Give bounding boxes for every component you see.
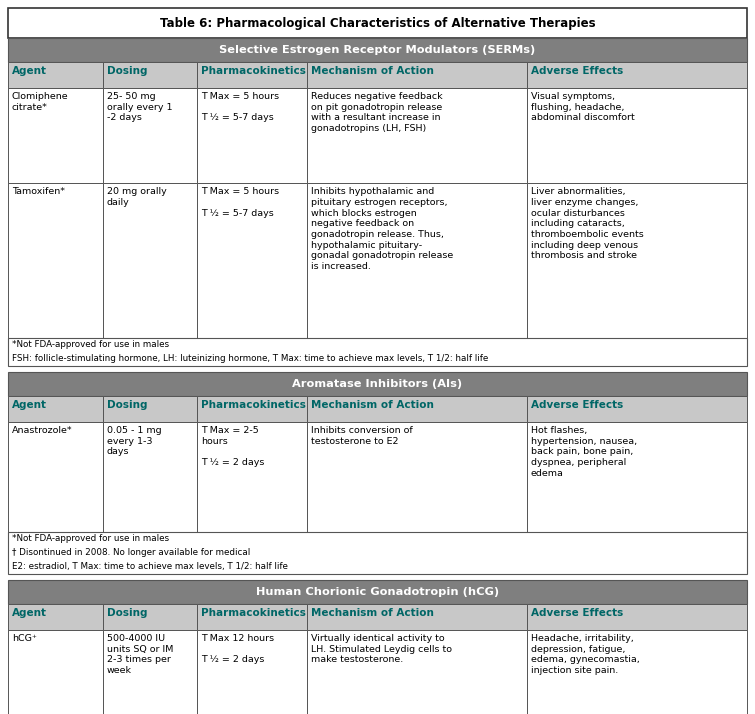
Bar: [8, 38, 747, 62]
Text: Agent: Agent: [12, 400, 47, 410]
Bar: [307, 604, 527, 630]
Bar: [103, 422, 197, 532]
Bar: [197, 396, 307, 422]
Bar: [103, 396, 197, 422]
Bar: [197, 604, 307, 630]
Text: Table 6: Pharmacological Characteristics of Alternative Therapies: Table 6: Pharmacological Characteristics…: [160, 16, 595, 29]
Text: T Max = 5 hours

T ½ = 5-7 days: T Max = 5 hours T ½ = 5-7 days: [201, 92, 279, 123]
Text: 25- 50 mg
orally every 1
-2 days: 25- 50 mg orally every 1 -2 days: [106, 92, 172, 123]
Text: Inhibits hypothalamic and
pituitary estrogen receptors,
which blocks estrogen
ne: Inhibits hypothalamic and pituitary estr…: [310, 187, 453, 271]
Text: Visual symptoms,
flushing, headache,
abdominal discomfort: Visual symptoms, flushing, headache, abd…: [531, 92, 634, 123]
Bar: [527, 396, 747, 422]
Bar: [8, 372, 747, 396]
Text: Adverse Effects: Adverse Effects: [531, 400, 623, 410]
Bar: [527, 630, 747, 714]
Text: Mechanism of Action: Mechanism of Action: [310, 400, 433, 410]
Text: Dosing: Dosing: [106, 66, 147, 76]
Text: Anastrozole*: Anastrozole*: [12, 426, 72, 435]
Bar: [527, 62, 747, 88]
Text: † Disontinued in 2008. No longer available for medical: † Disontinued in 2008. No longer availab…: [12, 548, 250, 557]
Bar: [8, 88, 103, 183]
Bar: [197, 630, 307, 714]
Bar: [8, 532, 747, 574]
Bar: [8, 396, 103, 422]
Bar: [8, 604, 103, 630]
Text: 20 mg orally
daily: 20 mg orally daily: [106, 187, 166, 207]
Bar: [197, 88, 307, 183]
Text: Tamoxifen*: Tamoxifen*: [12, 187, 65, 196]
Bar: [527, 88, 747, 183]
Text: Clomiphene
citrate*: Clomiphene citrate*: [12, 92, 69, 112]
Text: Headache, irritability,
depression, fatigue,
edema, gynecomastia,
injection site: Headache, irritability, depression, fati…: [531, 634, 639, 675]
Bar: [8, 8, 747, 38]
Bar: [8, 338, 747, 366]
Text: Mechanism of Action: Mechanism of Action: [310, 66, 433, 76]
Text: Dosing: Dosing: [106, 400, 147, 410]
Text: T Max = 2-5
hours

T ½ = 2 days: T Max = 2-5 hours T ½ = 2 days: [201, 426, 264, 467]
Bar: [103, 630, 197, 714]
Bar: [8, 422, 103, 532]
Bar: [103, 88, 197, 183]
Bar: [8, 630, 103, 714]
Text: Adverse Effects: Adverse Effects: [531, 608, 623, 618]
Text: Liver abnormalities,
liver enzyme changes,
ocular disturbances
including catarac: Liver abnormalities, liver enzyme change…: [531, 187, 643, 261]
Text: Agent: Agent: [12, 608, 47, 618]
Bar: [8, 183, 103, 338]
Bar: [197, 62, 307, 88]
Bar: [8, 62, 103, 88]
Text: Dosing: Dosing: [106, 608, 147, 618]
Bar: [197, 422, 307, 532]
Bar: [307, 88, 527, 183]
Bar: [103, 62, 197, 88]
Bar: [8, 580, 747, 604]
Text: Selective Estrogen Receptor Modulators (SERMs): Selective Estrogen Receptor Modulators (…: [220, 45, 535, 55]
Bar: [307, 62, 527, 88]
Bar: [103, 604, 197, 630]
Text: *Not FDA-approved for use in males: *Not FDA-approved for use in males: [12, 534, 169, 543]
Bar: [307, 630, 527, 714]
Text: T Max = 5 hours

T ½ = 5-7 days: T Max = 5 hours T ½ = 5-7 days: [201, 187, 279, 218]
Text: Aromatase Inhibitors (AIs): Aromatase Inhibitors (AIs): [292, 379, 463, 389]
Text: Pharmacokinetics: Pharmacokinetics: [201, 400, 306, 410]
Text: hCG⁺: hCG⁺: [12, 634, 37, 643]
Text: *Not FDA-approved for use in males: *Not FDA-approved for use in males: [12, 340, 169, 349]
Bar: [527, 604, 747, 630]
Bar: [103, 183, 197, 338]
Text: Pharmacokinetics: Pharmacokinetics: [201, 608, 306, 618]
Text: T Max 12 hours

T ½ = 2 days: T Max 12 hours T ½ = 2 days: [201, 634, 274, 665]
Bar: [307, 183, 527, 338]
Text: Adverse Effects: Adverse Effects: [531, 66, 623, 76]
Bar: [307, 422, 527, 532]
Text: Mechanism of Action: Mechanism of Action: [310, 608, 433, 618]
Text: Virtually identical activity to
LH. Stimulated Leydig cells to
make testosterone: Virtually identical activity to LH. Stim…: [310, 634, 451, 665]
Text: 0.05 - 1 mg
every 1-3
days: 0.05 - 1 mg every 1-3 days: [106, 426, 162, 456]
Bar: [527, 183, 747, 338]
Bar: [527, 422, 747, 532]
Text: E2: estradiol, T Max: time to achieve max levels, T 1/2: half life: E2: estradiol, T Max: time to achieve ma…: [12, 562, 288, 571]
Text: Reduces negative feedback
on pit gonadotropin release
with a resultant increase : Reduces negative feedback on pit gonadot…: [310, 92, 442, 134]
Text: Inhibits conversion of
testosterone to E2: Inhibits conversion of testosterone to E…: [310, 426, 412, 446]
Text: Pharmacokinetics: Pharmacokinetics: [201, 66, 306, 76]
Bar: [197, 183, 307, 338]
Text: 500-4000 IU
units SQ or IM
2-3 times per
week: 500-4000 IU units SQ or IM 2-3 times per…: [106, 634, 173, 675]
Text: Human Chorionic Gonadotropin (hCG): Human Chorionic Gonadotropin (hCG): [256, 587, 499, 597]
Text: Hot flashes,
hypertension, nausea,
back pain, bone pain,
dyspnea, peripheral
ede: Hot flashes, hypertension, nausea, back …: [531, 426, 637, 478]
Text: FSH: follicle-stimulating hormone, LH: luteinizing hormone, T Max: time to achie: FSH: follicle-stimulating hormone, LH: l…: [12, 354, 488, 363]
Text: Agent: Agent: [12, 66, 47, 76]
Bar: [307, 396, 527, 422]
